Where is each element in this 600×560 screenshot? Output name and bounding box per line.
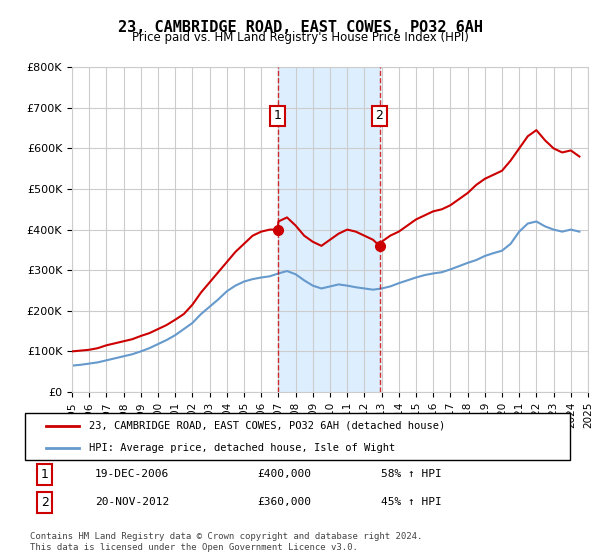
Text: 23, CAMBRIDGE ROAD, EAST COWES, PO32 6AH (detached house): 23, CAMBRIDGE ROAD, EAST COWES, PO32 6AH… bbox=[89, 421, 446, 431]
Bar bbox=[278, 67, 380, 392]
Text: 1: 1 bbox=[41, 468, 49, 481]
Text: HPI: Average price, detached house, Isle of Wight: HPI: Average price, detached house, Isle… bbox=[89, 443, 395, 453]
Text: 2: 2 bbox=[41, 496, 49, 509]
Text: £360,000: £360,000 bbox=[257, 497, 311, 507]
Text: 23, CAMBRIDGE ROAD, EAST COWES, PO32 6AH: 23, CAMBRIDGE ROAD, EAST COWES, PO32 6AH bbox=[118, 20, 482, 35]
Text: 1: 1 bbox=[274, 109, 281, 123]
FancyBboxPatch shape bbox=[25, 413, 570, 460]
Text: 19-DEC-2006: 19-DEC-2006 bbox=[95, 469, 169, 479]
Text: 2: 2 bbox=[376, 109, 383, 123]
Text: Contains HM Land Registry data © Crown copyright and database right 2024.
This d: Contains HM Land Registry data © Crown c… bbox=[30, 532, 422, 552]
Text: 45% ↑ HPI: 45% ↑ HPI bbox=[381, 497, 442, 507]
Text: 20-NOV-2012: 20-NOV-2012 bbox=[95, 497, 169, 507]
Text: £400,000: £400,000 bbox=[257, 469, 311, 479]
Text: 58% ↑ HPI: 58% ↑ HPI bbox=[381, 469, 442, 479]
Text: Price paid vs. HM Land Registry's House Price Index (HPI): Price paid vs. HM Land Registry's House … bbox=[131, 31, 469, 44]
